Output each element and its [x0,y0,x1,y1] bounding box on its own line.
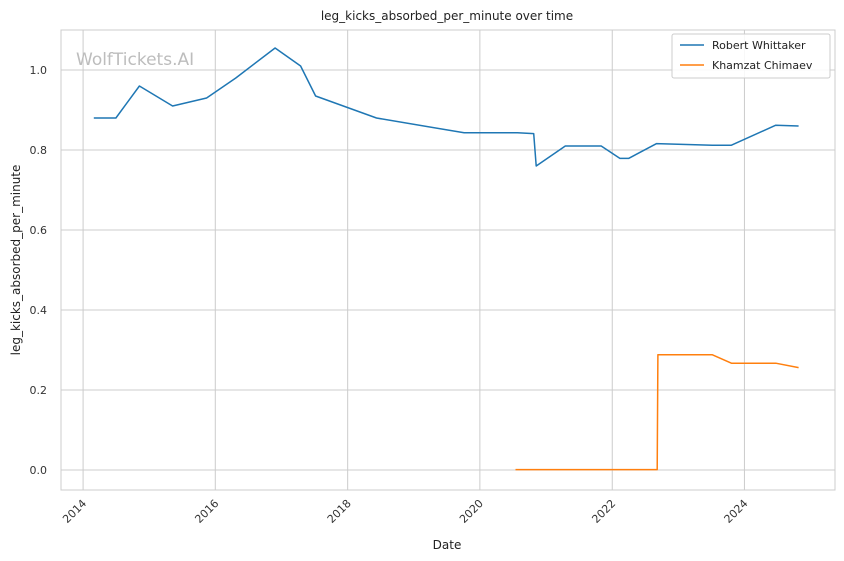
y-tick-label: 0.8 [30,144,48,157]
chart-title: leg_kicks_absorbed_per_minute over time [321,9,573,23]
plot-area [60,29,836,491]
x-tick-label: 2016 [192,497,221,526]
x-tick-label: 2022 [589,497,618,526]
x-axis-label: Date [433,538,462,552]
x-tick-label: 2024 [722,497,751,526]
y-axis-ticks: 0.0 0.2 0.4 0.6 0.8 1.0 [30,64,48,477]
y-axis-label: leg_kicks_absorbed_per_minute [9,165,23,356]
legend: Robert Whittaker Khamzat Chimaev [671,33,831,79]
y-tick-label: 0.4 [30,304,48,317]
y-tick-label: 0.2 [30,384,48,397]
x-tick-label: 2018 [325,497,354,526]
watermark: WolfTickets.AI [76,50,194,70]
grid-lines [61,30,835,490]
x-tick-label: 2014 [60,497,89,526]
y-tick-label: 1.0 [30,64,48,77]
x-tick-label: 2020 [457,497,486,526]
series-line-khamzat-chimaev [515,354,799,471]
y-tick-label: 0.6 [30,224,48,237]
legend-box [671,33,831,79]
x-axis-ticks: 2014 2016 2018 2020 2022 2024 [60,497,750,526]
series-lines [93,47,799,471]
legend-label-khamzat-chimaev: Khamzat Chimaev [712,59,813,72]
series-line-robert-whittaker [93,47,799,167]
y-tick-label: 0.0 [30,464,48,477]
legend-label-robert-whittaker: Robert Whittaker [712,39,806,52]
